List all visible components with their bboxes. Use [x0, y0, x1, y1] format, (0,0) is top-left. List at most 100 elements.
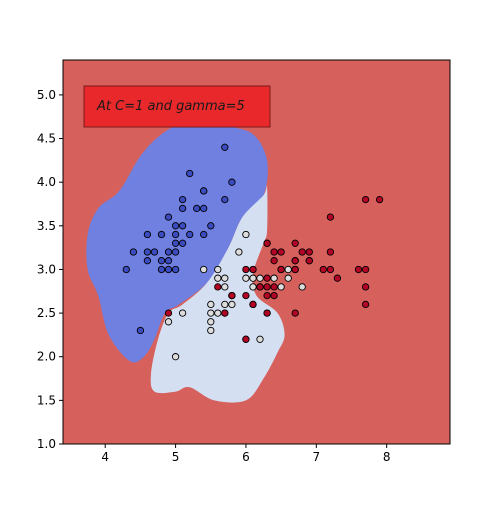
point-class-1 — [164, 318, 173, 326]
x-tick-label: 4 — [101, 450, 109, 464]
point-class-2 — [298, 248, 306, 256]
point-class-2 — [263, 274, 271, 282]
point-class-0 — [200, 204, 208, 213]
point-class-0 — [178, 195, 187, 204]
point-class-0 — [164, 265, 173, 274]
point-class-1 — [207, 326, 215, 335]
x-tick-label: 7 — [312, 450, 320, 464]
class-1-region — [150, 184, 285, 403]
point-class-0 — [186, 169, 194, 178]
point-class-2 — [249, 265, 257, 274]
point-class-0 — [171, 248, 180, 256]
y-tick-label: 4.5 — [37, 132, 56, 146]
point-class-0 — [178, 222, 187, 230]
point-class-1 — [242, 274, 250, 282]
point-class-2 — [249, 300, 257, 309]
point-class-2 — [164, 309, 173, 317]
annotation: At C=1 and gamma=5 — [83, 85, 271, 128]
point-class-2 — [277, 248, 285, 256]
point-class-0 — [150, 248, 159, 256]
axes-frame — [62, 59, 451, 445]
data-points — [122, 143, 384, 361]
y-tick-label: 1.5 — [37, 393, 56, 407]
point-class-1 — [207, 309, 215, 317]
point-class-0 — [221, 195, 229, 204]
point-class-1 — [207, 318, 215, 326]
point-class-2 — [326, 213, 335, 221]
point-class-2 — [214, 283, 222, 291]
point-class-1 — [178, 309, 187, 317]
point-class-2 — [375, 195, 384, 204]
x-axis-ticks: 4 5 6 7 8 — [101, 444, 390, 464]
y-tick-label: 4.0 — [37, 175, 56, 189]
point-class-1 — [214, 265, 222, 274]
point-class-1 — [284, 274, 292, 282]
point-class-0 — [164, 213, 173, 221]
point-class-1 — [171, 353, 180, 361]
point-class-0 — [143, 230, 152, 239]
point-class-2 — [270, 283, 278, 291]
y-tick-label: 3.5 — [37, 219, 56, 233]
point-class-0 — [193, 204, 201, 213]
point-class-0 — [171, 265, 180, 274]
y-tick-label: 5.0 — [37, 88, 56, 102]
point-class-2 — [263, 309, 271, 317]
point-class-1 — [228, 300, 236, 309]
point-class-1 — [277, 283, 285, 291]
annotation-text: At C=1 and gamma=5 — [96, 99, 245, 114]
point-class-0 — [200, 230, 208, 239]
point-class-2 — [361, 283, 370, 291]
point-class-2 — [291, 265, 299, 274]
point-class-2 — [228, 291, 236, 300]
point-class-2 — [326, 248, 335, 256]
point-class-2 — [291, 239, 299, 247]
point-class-2 — [270, 291, 278, 300]
x-tick-label: 8 — [383, 450, 391, 464]
point-class-1 — [256, 335, 264, 343]
point-class-1 — [214, 274, 222, 282]
point-class-2 — [326, 265, 335, 274]
point-class-2 — [305, 248, 313, 256]
point-class-2 — [333, 274, 342, 282]
x-tick-label: 6 — [242, 450, 250, 464]
y-axis-ticks: 1.0 1.5 2.0 2.5 3.0 3.5 4.0 4.5 5.0 — [37, 88, 63, 451]
point-class-0 — [178, 239, 187, 247]
point-class-1 — [249, 274, 257, 282]
point-class-0 — [164, 257, 173, 265]
point-class-0 — [129, 248, 138, 256]
point-class-0 — [171, 222, 180, 230]
point-class-1 — [270, 274, 278, 282]
point-class-0 — [221, 143, 229, 151]
annotation-box — [83, 85, 271, 128]
point-class-0 — [122, 265, 130, 274]
point-class-0 — [200, 187, 208, 195]
point-class-0 — [143, 248, 152, 256]
y-tick-label: 2.0 — [37, 350, 56, 364]
y-tick-label: 3.0 — [37, 262, 56, 276]
point-class-2 — [242, 265, 250, 274]
point-class-1 — [207, 300, 215, 309]
point-class-2 — [270, 257, 278, 265]
point-class-2 — [291, 309, 299, 317]
point-class-1 — [214, 309, 222, 317]
point-class-2 — [291, 257, 299, 265]
point-class-1 — [256, 274, 264, 282]
point-class-1 — [235, 248, 243, 256]
point-class-2 — [361, 195, 370, 204]
point-class-2 — [242, 291, 250, 300]
point-class-1 — [249, 283, 257, 291]
point-class-2 — [277, 265, 285, 274]
point-class-0 — [143, 257, 152, 265]
point-class-2 — [305, 257, 313, 265]
point-class-2 — [263, 239, 271, 247]
point-class-0 — [228, 178, 236, 186]
point-class-0 — [186, 230, 194, 239]
point-class-2 — [221, 309, 229, 317]
point-class-2 — [361, 265, 370, 274]
point-class-0 — [207, 222, 215, 230]
point-class-1 — [221, 283, 229, 291]
point-class-2 — [256, 283, 264, 291]
point-class-1 — [221, 274, 229, 282]
point-class-0 — [157, 265, 166, 274]
